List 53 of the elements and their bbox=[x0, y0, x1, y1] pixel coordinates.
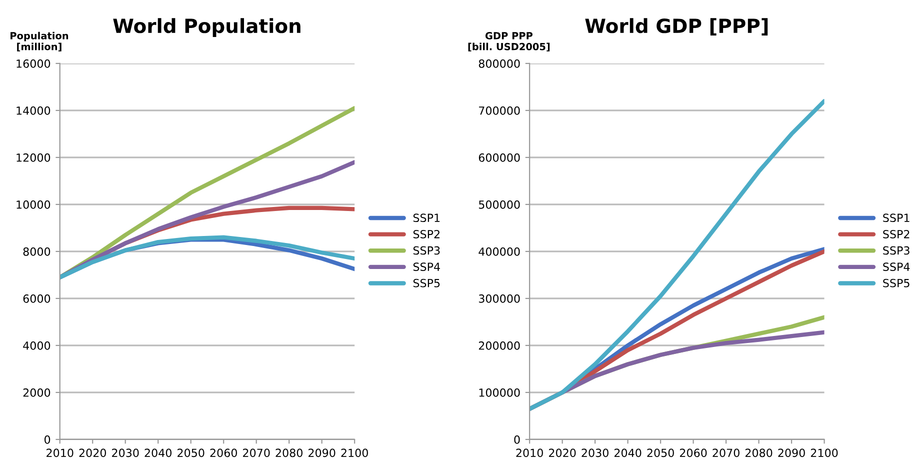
x-tick-label: 2030 bbox=[582, 448, 608, 458]
y-tick-label: 12000 bbox=[16, 153, 50, 162]
y-tick-label: 0 bbox=[514, 435, 520, 444]
y-tick-label: 14000 bbox=[16, 106, 50, 115]
y-tick-label: 400000 bbox=[478, 247, 520, 256]
y-tick-label: 700000 bbox=[479, 106, 520, 115]
y-tick-label: 200000 bbox=[478, 341, 520, 350]
y-tick-label: 0 bbox=[44, 435, 50, 444]
y-tick-label: 4000 bbox=[23, 341, 50, 350]
y-tick-label: 8000 bbox=[23, 247, 50, 256]
x-tick-label: 2030 bbox=[112, 448, 139, 458]
x-tick-label: 2060 bbox=[680, 448, 707, 458]
x-tick-label: 2020 bbox=[548, 448, 576, 458]
x-tick-label: 2010 bbox=[46, 448, 74, 458]
y-axis-title: GDP PPP [bill. USD2005] bbox=[468, 32, 550, 52]
y-tick-label: 10000 bbox=[16, 200, 50, 209]
x-tick-label: 2050 bbox=[647, 448, 674, 458]
x-tick-label: 2100 bbox=[810, 448, 838, 458]
legend-label: SSP2 bbox=[883, 230, 910, 238]
legend-label: SSP1 bbox=[413, 214, 440, 222]
line-series bbox=[530, 98, 824, 411]
y-tick-label: 16000 bbox=[16, 59, 50, 68]
legend-label: SSP2 bbox=[413, 230, 440, 238]
chart-title: World GDP [PPP] bbox=[585, 18, 768, 36]
y-tick-label: 500000 bbox=[478, 200, 520, 209]
y-tick-label: 6000 bbox=[23, 294, 50, 303]
y-tick-label: 300000 bbox=[478, 294, 520, 303]
y-tick-label: 100000 bbox=[479, 388, 520, 397]
x-tick-label: 2080 bbox=[745, 448, 772, 458]
y-tick-label: 800000 bbox=[478, 59, 520, 68]
legend-label: SSP4 bbox=[413, 262, 440, 271]
x-tick-label: 2070 bbox=[243, 448, 270, 458]
legend-label: SSP3 bbox=[883, 246, 910, 255]
x-tick-label: 2100 bbox=[341, 448, 368, 458]
x-tick-label: 2010 bbox=[516, 448, 543, 458]
x-tick-label: 2090 bbox=[308, 448, 336, 458]
chart-title: World Population bbox=[113, 18, 300, 37]
legend-label: SSP3 bbox=[413, 246, 440, 255]
y-axis-title: Population [million] bbox=[10, 32, 68, 52]
x-tick-label: 2080 bbox=[276, 448, 302, 458]
y-tick-label: 600000 bbox=[478, 153, 520, 162]
x-tick-label: 2020 bbox=[79, 448, 106, 458]
legend-label: SSP4 bbox=[883, 262, 910, 271]
x-tick-label: 2070 bbox=[712, 448, 740, 458]
y-tick-label: 2000 bbox=[23, 388, 50, 397]
legend-label: SSP1 bbox=[883, 214, 910, 222]
x-tick-label: 2050 bbox=[178, 448, 204, 458]
x-tick-label: 2040 bbox=[614, 448, 642, 458]
x-tick-label: 2040 bbox=[144, 448, 172, 458]
legend-label: SSP5 bbox=[413, 278, 440, 288]
legend-label: SSP5 bbox=[883, 278, 910, 288]
x-tick-label: 2060 bbox=[210, 448, 237, 458]
x-tick-label: 2090 bbox=[778, 448, 805, 458]
